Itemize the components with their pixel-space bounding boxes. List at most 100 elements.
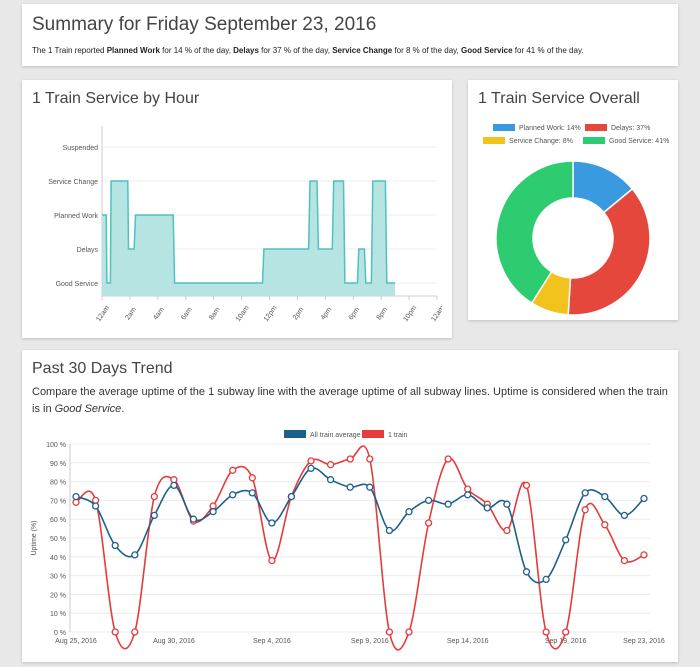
trend-data-point — [248, 474, 256, 482]
overall-chart-title: 1 Train Service Overall — [478, 90, 640, 107]
summary-text-delays: for 37 % of the day, — [258, 46, 333, 55]
trend-data-point — [189, 515, 198, 523]
donut-legend-swatch — [483, 137, 505, 144]
hourly-x-tick-label: 4pm — [320, 306, 334, 321]
trend-data-point — [444, 455, 452, 463]
trend-data-point — [150, 492, 158, 501]
summary-text-planned: for 14 % of the day, — [159, 46, 234, 55]
donut-legend-swatch — [583, 137, 605, 144]
trend-data-point — [91, 502, 100, 510]
hourly-line — [102, 180, 396, 284]
summary-planned-label: Planned Work — [106, 46, 160, 55]
trend-y-tick-label: 70 % — [50, 498, 66, 505]
trend-x-tick-label: Sep 14, 2016 — [447, 638, 489, 645]
trend-y-tick-label: 80 % — [50, 480, 66, 487]
trend-x-tick-label: Aug 25, 2016 — [55, 638, 97, 645]
hourly-area — [102, 181, 396, 296]
donut-slice — [495, 160, 574, 305]
summary-text-service-change: for 8 % of the day, — [392, 46, 461, 55]
trend-data-point — [601, 492, 609, 501]
trend-data-point — [385, 526, 394, 535]
trend-desc-before: Compare the average uptime of the 1 subw… — [32, 386, 668, 415]
trend-data-point — [522, 568, 531, 576]
summary-delays-label: Delays — [233, 46, 259, 55]
trend-data-point — [503, 500, 511, 508]
trend-y-tick-label: 10 % — [50, 611, 66, 618]
summary-text-good-service: for 41 % of the day. — [512, 46, 584, 55]
summary-text: The 1 Train reported Planned Work for 14… — [32, 46, 668, 55]
trend-data-point — [405, 508, 413, 516]
hourly-x-tick-label: 10pm — [402, 305, 418, 323]
trend-data-point — [640, 494, 648, 503]
trend-legend-swatch — [362, 430, 384, 438]
hourly-x-tick-label: 12pm — [263, 305, 279, 323]
trend-data-point — [424, 496, 433, 505]
trend-x-tick-label: Sep 4, 2016 — [253, 638, 291, 645]
hourly-x-tick-label: 4am — [152, 306, 166, 321]
trend-y-tick-label: 20 % — [50, 592, 66, 599]
trend-data-point — [464, 491, 472, 499]
trend-data-point — [542, 575, 550, 584]
trend-data-point — [366, 455, 374, 463]
trend-data-point — [111, 628, 119, 636]
trend-data-point — [131, 551, 139, 559]
trend-x-tick-label: Sep 23, 2016 — [623, 638, 665, 645]
trend-legend-label: 1 train — [388, 432, 408, 439]
trend-data-point — [522, 481, 531, 490]
overall-service-card: 1 Train Service Overall Planned Work: 14… — [468, 80, 678, 320]
hourly-x-tick-label: 8am — [208, 306, 222, 321]
trend-data-point — [268, 519, 276, 527]
trend-data-point — [248, 489, 256, 497]
trend-data-point — [366, 483, 374, 491]
trend-data-point — [326, 461, 335, 469]
trend-y-tick-label: 40 % — [50, 555, 66, 562]
hourly-x-tick-label: 2am — [124, 306, 138, 321]
trend-x-tick-label: Sep 19, 2016 — [545, 638, 587, 645]
donut-legend-label: Planned Work: 14% — [519, 125, 581, 132]
trend-data-point — [326, 476, 335, 484]
trend-y-tick-label: 0 % — [54, 630, 66, 637]
hourly-x-tick-label: 2pm — [292, 306, 306, 321]
trend-data-point — [581, 506, 589, 514]
trend-y-tick-label: 60 % — [50, 517, 66, 524]
trend-data-point — [581, 489, 589, 497]
trend-data-point — [620, 511, 629, 520]
trend-line-chart: All train average 1 train 0 % 10 % 20 % 30 % 4… — [31, 430, 665, 651]
trend-y-tick-label: 100 % — [46, 442, 66, 449]
trend-data-point — [111, 541, 119, 550]
trend-data-point — [405, 628, 413, 636]
donut-legend-swatch — [493, 124, 515, 131]
trend-data-point — [385, 628, 394, 636]
trend-data-point — [150, 511, 158, 520]
summary-card: Summary for Friday September 23, 2016 Th… — [22, 4, 678, 66]
summary-text-before: The 1 Train reported — [32, 46, 107, 55]
summary-good-service-label: Good Service — [461, 46, 513, 55]
overall-service-donut-chart: Planned Work: 14% Delays: 37% Service Chan… — [483, 124, 669, 316]
donut-legend-label: Good Service: 41% — [609, 138, 669, 145]
trend-data-point — [620, 556, 629, 565]
trend-y-tick-label: 50 % — [50, 536, 66, 543]
trend-y-tick-label: 30 % — [50, 574, 66, 581]
trend-series-line — [75, 445, 645, 651]
trend-desc-em: Good Service — [54, 403, 122, 415]
trend-legend-swatch — [284, 430, 306, 438]
trend-data-point — [307, 464, 315, 473]
trend-x-tick-label: Sep 9, 2016 — [351, 638, 389, 645]
trend-data-point — [346, 483, 354, 491]
hourly-y-tick-label: Planned Work — [54, 213, 98, 220]
trend-data-point — [444, 500, 452, 508]
trend-legend-label: All train average — [310, 432, 361, 439]
hourly-chart-title: 1 Train Service by Hour — [32, 90, 200, 107]
trend-data-point — [287, 492, 296, 501]
hourly-x-tick-label: 12am — [430, 305, 442, 323]
trend-data-point — [542, 628, 550, 636]
trend-data-point — [170, 481, 178, 490]
trend-data-point — [640, 551, 648, 559]
trend-data-point — [346, 455, 354, 463]
trend-data-point — [483, 504, 491, 512]
trend-data-point — [601, 521, 609, 529]
trend-data-point — [72, 492, 80, 501]
trend-data-point — [229, 491, 237, 499]
trend-data-point — [424, 519, 433, 527]
hourly-x-tick-label: 6pm — [348, 306, 362, 321]
